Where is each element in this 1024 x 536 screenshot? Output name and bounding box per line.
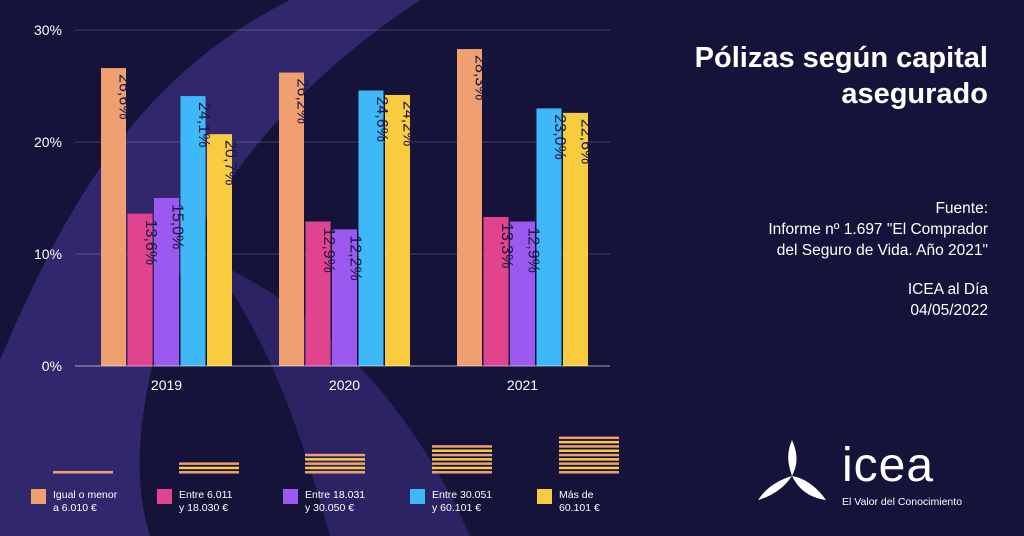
legend-swatch: [410, 489, 425, 504]
chart-title-line-1: Pólizas según capital: [694, 42, 988, 74]
legend-size-stripe: [179, 471, 239, 474]
source-label: Fuente:: [935, 200, 988, 217]
bar-data-label: 26,6%: [116, 74, 133, 119]
bar: [563, 112, 588, 366]
background-wave-right: [210, 260, 470, 536]
legend-size-stripe: [179, 462, 239, 465]
bar-data-label: 24,2%: [400, 101, 417, 146]
x-tick-label: 2019: [151, 377, 182, 393]
legend-size-stripe: [432, 449, 492, 452]
bar-data-label: 20,7%: [222, 140, 239, 185]
bar-data-label: 24,6%: [373, 96, 390, 141]
legend-size-stripe: [305, 453, 365, 457]
chart-title: Pólizas según capital asegurado: [568, 40, 988, 112]
bar-data-label: 12,2%: [347, 235, 364, 280]
bar-data-label: 28,3%: [472, 55, 489, 100]
icea-logo-icon: [758, 440, 826, 500]
source-note: Fuente: Informe nº 1.697 "El Comprador d…: [568, 198, 988, 321]
legend-size-stripe: [559, 453, 619, 457]
source-line-1: Informe nº 1.697 "El Comprador: [768, 221, 988, 238]
bar: [127, 213, 153, 366]
legend-size-stripe: [559, 458, 619, 461]
legend-size-stripe: [432, 453, 492, 457]
bar-data-label: 13,6%: [142, 220, 159, 265]
bar: [483, 217, 509, 366]
legend-label-line-2: y 60.101 €: [432, 502, 481, 514]
legend-size-stripe: [305, 466, 365, 470]
bar: [279, 72, 304, 366]
source-line-2: del Seguro de Vida. Año 2021": [776, 242, 988, 259]
legend-size-stripe: [305, 458, 365, 461]
bar-data-label: 22,6%: [578, 119, 595, 164]
source-date: 04/05/2022: [910, 302, 988, 319]
bar: [332, 229, 357, 366]
source-line-3: ICEA al Día: [907, 281, 988, 298]
legend-swatch: [31, 489, 46, 504]
bar-data-label: 12,9%: [320, 228, 337, 273]
legend-size-stripe: [559, 471, 619, 474]
x-tick-label: 2021: [507, 377, 538, 393]
bar: [457, 49, 482, 366]
legend-size-stripe: [559, 449, 619, 452]
legend-size-stripe: [53, 471, 113, 474]
legend-label-line-1: Entre 30.051: [432, 489, 492, 501]
legend-label-line-2: y 30.050 €: [305, 502, 354, 514]
y-tick-label: 0%: [42, 358, 62, 374]
legend-size-stripe: [432, 445, 492, 448]
bar: [385, 94, 410, 367]
bar: [305, 221, 331, 366]
icea-logo-word: icea: [842, 439, 935, 492]
legend-label-line-2: a 6.010 €: [53, 502, 97, 514]
chart-title-line-2: asegurado: [841, 78, 988, 110]
legend-size-stripe: [559, 436, 619, 440]
bar: [510, 221, 535, 366]
legend-label-line-2: 60.101 €: [559, 502, 600, 514]
legend-swatch: [283, 489, 298, 504]
background-wave-left: [0, 0, 420, 536]
bar: [207, 134, 232, 366]
bar-data-label: 15,0%: [169, 204, 186, 249]
x-tick-label: 2020: [329, 377, 360, 393]
bar: [154, 198, 179, 366]
legend-swatch: [537, 489, 552, 504]
legend-label-line-1: Entre 6.011: [179, 489, 233, 501]
legend-size-stripe: [432, 466, 492, 470]
bar: [180, 96, 206, 366]
bar-data-label: 12,9%: [525, 228, 542, 273]
legend-size-stripe: [559, 445, 619, 448]
legend-size-stripe: [305, 462, 365, 465]
y-tick-label: 30%: [34, 22, 62, 38]
icea-logo: icea El Valor del Conocimiento: [752, 434, 1012, 514]
bar: [536, 108, 562, 367]
legend-size-stripe: [559, 462, 619, 465]
legend-size-stripe: [559, 440, 619, 444]
legend-label-line-2: y 18.030 €: [179, 502, 228, 514]
legend-label-line-1: Igual o menor: [53, 489, 118, 501]
bar-data-label: 13,3%: [498, 223, 515, 268]
legend-size-stripe: [179, 466, 239, 470]
bar-data-label: 23,0%: [551, 114, 568, 159]
legend-size-stripe: [432, 458, 492, 461]
bar: [358, 90, 384, 366]
legend-label-line-1: Más de: [559, 489, 594, 501]
legend-label-line-1: Entre 18.031: [305, 489, 365, 501]
legend-size-stripe: [305, 471, 365, 474]
y-tick-label: 10%: [34, 246, 62, 262]
legend-swatch: [157, 489, 172, 504]
bar-data-label: 26,2%: [294, 79, 311, 124]
legend-size-stripe: [559, 466, 619, 470]
icea-logo-tagline: El Valor del Conocimiento: [842, 496, 963, 508]
bar-data-label: 24,1%: [195, 102, 212, 147]
y-tick-label: 20%: [34, 134, 62, 150]
legend-size-stripe: [432, 471, 492, 474]
legend-size-stripe: [432, 462, 492, 465]
bar: [101, 68, 126, 366]
